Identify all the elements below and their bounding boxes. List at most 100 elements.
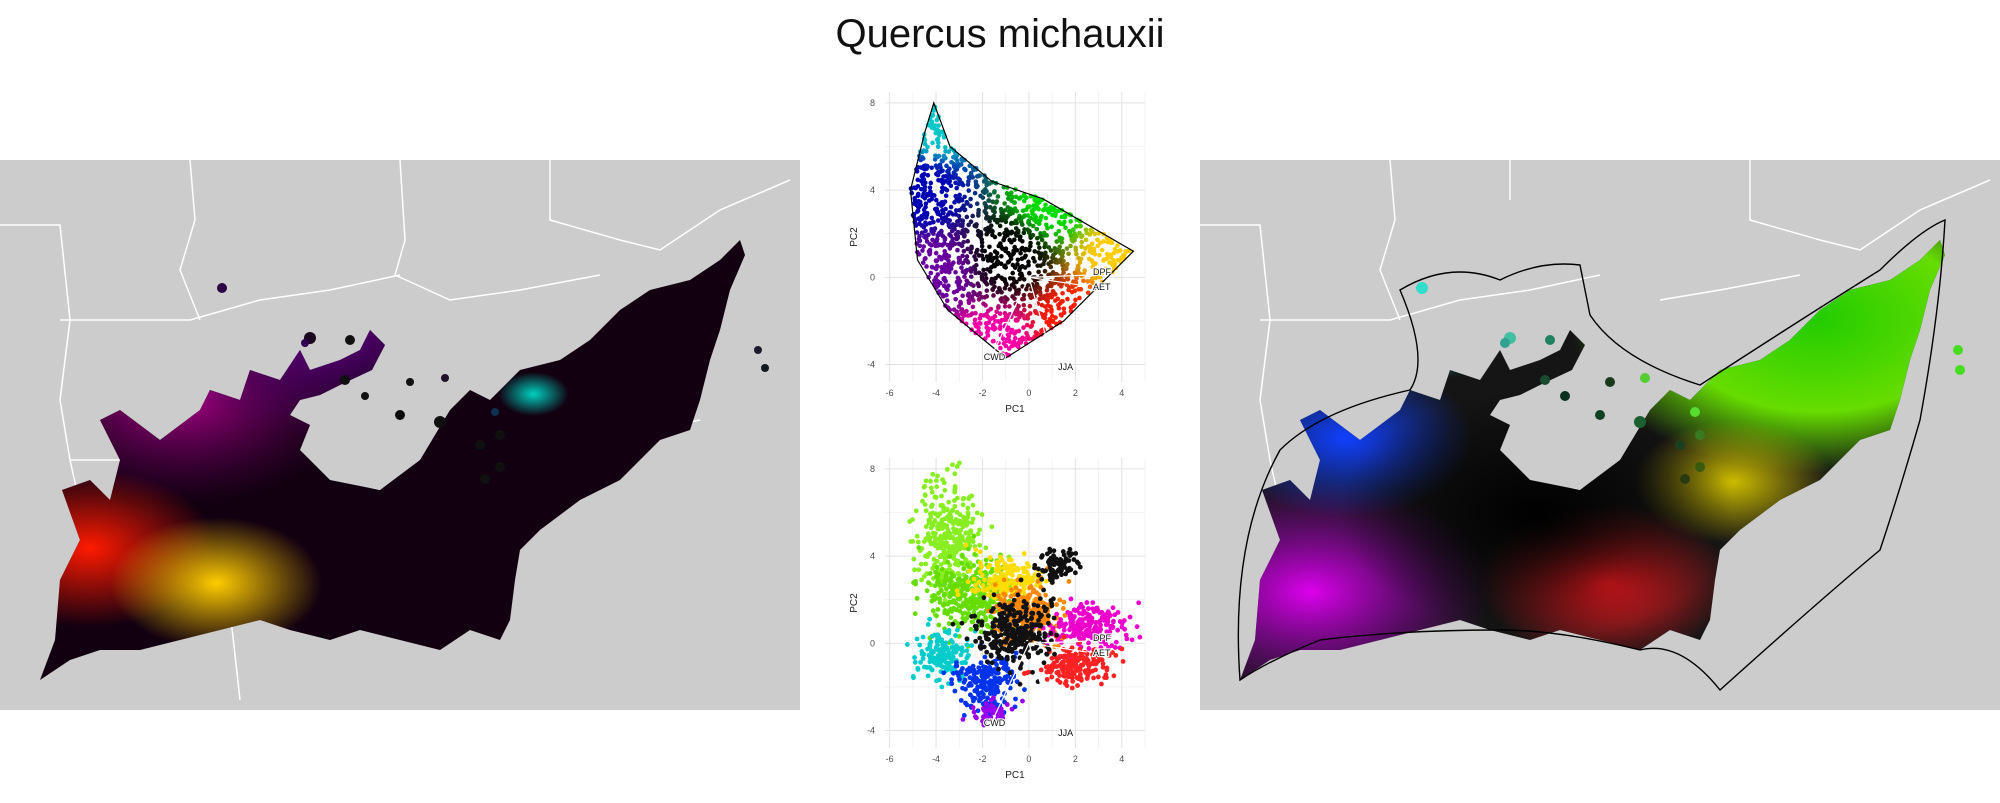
data-point bbox=[925, 673, 931, 679]
data-point bbox=[1055, 296, 1061, 302]
data-point bbox=[997, 287, 1003, 292]
data-point bbox=[1043, 202, 1048, 208]
data-point bbox=[964, 587, 969, 592]
data-point bbox=[977, 635, 983, 641]
data-point bbox=[963, 542, 969, 548]
data-point bbox=[913, 223, 919, 228]
data-point bbox=[1013, 696, 1018, 702]
data-point bbox=[1002, 235, 1007, 240]
data-point bbox=[1062, 613, 1068, 618]
data-point bbox=[970, 677, 976, 683]
data-point bbox=[966, 683, 972, 688]
data-point bbox=[1054, 664, 1060, 669]
data-point bbox=[921, 244, 927, 249]
data-point bbox=[1026, 654, 1032, 660]
data-point bbox=[976, 270, 982, 276]
data-point bbox=[1042, 258, 1047, 263]
data-point bbox=[916, 567, 922, 573]
data-point bbox=[1042, 312, 1048, 317]
data-point bbox=[1040, 639, 1046, 645]
data-point bbox=[932, 278, 937, 283]
data-point bbox=[952, 484, 958, 489]
data-point bbox=[1020, 238, 1025, 244]
data-point bbox=[938, 165, 943, 170]
data-point bbox=[1014, 622, 1020, 628]
data-point bbox=[920, 498, 925, 504]
data-point bbox=[966, 188, 972, 193]
data-point bbox=[992, 205, 997, 211]
data-point bbox=[1037, 245, 1042, 250]
data-point bbox=[915, 667, 921, 672]
data-point bbox=[934, 484, 940, 490]
data-point bbox=[1073, 297, 1078, 303]
data-point bbox=[1044, 288, 1050, 293]
data-point bbox=[1030, 669, 1035, 675]
data-point bbox=[951, 598, 957, 603]
data-point bbox=[985, 330, 990, 335]
data-point bbox=[1107, 252, 1112, 258]
data-point bbox=[1054, 611, 1060, 617]
data-point bbox=[994, 260, 1000, 266]
data-point bbox=[1066, 285, 1072, 290]
data-point bbox=[1022, 687, 1027, 692]
data-point bbox=[956, 199, 962, 204]
data-point bbox=[1009, 706, 1015, 712]
data-point bbox=[924, 665, 930, 670]
data-point bbox=[1049, 603, 1055, 609]
data-point bbox=[1017, 681, 1023, 687]
data-point bbox=[933, 163, 939, 169]
data-point bbox=[1106, 653, 1112, 658]
data-point bbox=[979, 512, 985, 517]
data-point bbox=[1061, 306, 1067, 311]
data-point bbox=[1077, 621, 1083, 627]
data-point bbox=[1110, 605, 1116, 611]
loading-arrow-aet bbox=[1028, 276, 1088, 287]
data-point bbox=[938, 562, 944, 567]
data-point bbox=[1002, 674, 1008, 680]
data-point bbox=[996, 666, 1002, 672]
data-point bbox=[1074, 559, 1080, 565]
data-point bbox=[1007, 670, 1013, 676]
data-point bbox=[987, 244, 992, 250]
data-point bbox=[997, 639, 1003, 644]
data-point bbox=[1072, 614, 1077, 619]
range-hull-outline bbox=[1237, 218, 1946, 692]
data-point bbox=[1049, 674, 1055, 680]
data-point bbox=[969, 643, 975, 649]
data-point bbox=[1060, 549, 1066, 554]
data-point bbox=[981, 313, 987, 318]
data-point bbox=[938, 646, 944, 652]
data-point bbox=[954, 495, 960, 501]
data-point bbox=[978, 644, 983, 650]
data-point bbox=[1071, 235, 1077, 240]
data-point bbox=[966, 534, 972, 540]
data-point bbox=[1036, 206, 1041, 212]
data-point bbox=[1090, 652, 1095, 658]
data-point bbox=[1051, 548, 1057, 554]
data-point bbox=[1011, 607, 1016, 613]
data-point bbox=[1115, 257, 1121, 263]
data-point bbox=[929, 489, 935, 495]
data-point bbox=[914, 595, 920, 601]
data-point bbox=[1107, 631, 1112, 637]
data-point bbox=[967, 692, 973, 698]
data-point bbox=[939, 185, 945, 191]
data-point bbox=[957, 258, 962, 264]
data-point bbox=[914, 533, 920, 539]
data-point bbox=[988, 715, 994, 721]
data-point bbox=[1087, 630, 1093, 636]
data-point bbox=[1092, 231, 1098, 237]
loading-arrow-cwd bbox=[991, 643, 1030, 723]
data-point bbox=[1087, 249, 1093, 254]
data-point bbox=[959, 620, 965, 626]
data-point bbox=[1044, 255, 1050, 260]
data-point bbox=[1035, 579, 1041, 584]
data-point bbox=[1043, 222, 1049, 228]
data-point bbox=[1076, 287, 1081, 292]
data-point bbox=[1004, 338, 1010, 344]
data-point bbox=[960, 502, 966, 508]
data-point bbox=[1032, 278, 1038, 283]
data-point bbox=[1035, 566, 1041, 572]
data-point bbox=[991, 592, 997, 598]
data-point bbox=[1011, 612, 1017, 618]
